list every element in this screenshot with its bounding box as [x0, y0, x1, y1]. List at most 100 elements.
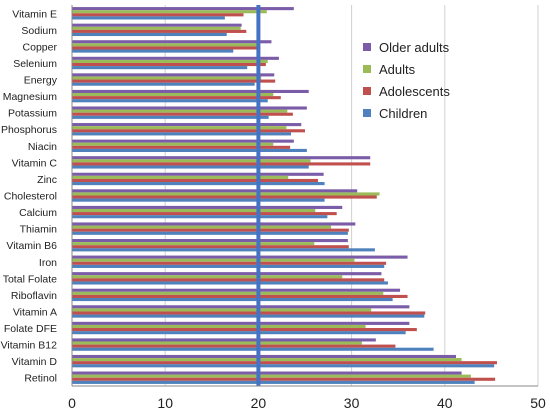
- bar-adolescents-iron: [72, 261, 387, 265]
- bar-children-vitamin-a: [72, 314, 425, 318]
- bar-older-adults-retinol: [72, 371, 462, 375]
- bar-older-adults-sodium: [72, 23, 242, 27]
- bar-adolescents-total-folate: [72, 278, 385, 282]
- category-label-niacin: Niacin: [28, 141, 57, 153]
- bar-older-adults-calcium: [72, 205, 343, 209]
- bar-children-iron: [72, 264, 385, 268]
- bar-adolescents-selenium: [72, 62, 266, 67]
- bars: [72, 7, 497, 384]
- category-label-potassium: Potassium: [8, 108, 57, 120]
- category-label-zinc: Zinc: [37, 174, 57, 186]
- bar-adults-phosphorus: [72, 126, 287, 130]
- bar-children-retinol: [72, 380, 475, 384]
- bar-adolescents-sodium: [72, 29, 247, 33]
- bar-adults-iron: [72, 258, 355, 262]
- bar-older-adults-vitamin-e: [72, 7, 294, 11]
- category-label-vitamin-b6: Vitamin B6: [6, 240, 57, 252]
- category-label-vitamin-c: Vitamin C: [12, 157, 58, 169]
- bar-adolescents-calcium: [72, 212, 337, 216]
- bar-children-potassium: [72, 115, 269, 119]
- bar-adolescents-zinc: [72, 178, 319, 183]
- bar-children-phosphorus: [72, 132, 292, 136]
- bar-older-adults-selenium: [72, 56, 279, 60]
- bar-children-energy: [72, 82, 255, 86]
- bar-older-adults-potassium: [72, 106, 307, 110]
- bar-older-adults-total-folate: [72, 272, 382, 276]
- bar-older-adults-vitamin-b12: [72, 338, 376, 342]
- category-label-folate-dfe: Folate DFE: [4, 323, 57, 335]
- category-label-copper: Copper: [23, 41, 58, 53]
- x-tick-label: 20: [251, 395, 267, 411]
- bar-adolescents-vitamin-a: [72, 311, 426, 315]
- bar-adults-vitamin-c: [72, 159, 311, 163]
- category-label-thiamin: Thiamin: [20, 224, 58, 236]
- bar-adults-energy: [72, 76, 262, 80]
- bar-adolescents-vitamin-b12: [72, 344, 396, 348]
- category-label-iron: Iron: [39, 257, 57, 269]
- category-label-retinol: Retinol: [24, 373, 57, 385]
- legend-swatch-adolescents: [363, 87, 371, 95]
- axes: [71, 5, 538, 387]
- bar-children-vitamin-d: [72, 364, 495, 368]
- bar-adults-vitamin-d: [72, 358, 462, 362]
- bar-adults-sodium: [72, 26, 241, 30]
- bar-adolescents-thiamin: [72, 228, 349, 232]
- legend-item-older-adults: Older adults: [363, 36, 450, 58]
- bar-adults-potassium: [72, 109, 288, 113]
- category-label-sodium: Sodium: [21, 25, 57, 37]
- category-label-selenium: Selenium: [13, 58, 57, 70]
- bar-older-adults-vitamin-d: [72, 354, 456, 359]
- bar-older-adults-cholesterol: [72, 189, 358, 193]
- bar-adolescents-niacin: [72, 145, 291, 149]
- bar-adolescents-folate-dfe: [72, 328, 417, 332]
- bar-older-adults-energy: [72, 73, 275, 77]
- category-label-riboflavin: Riboflavin: [11, 290, 57, 302]
- category-label-phosphorus: Phosphorus: [1, 124, 57, 136]
- bar-adults-retinol: [72, 374, 471, 378]
- bar-adolescents-retinol: [72, 377, 496, 381]
- bar-children-copper: [72, 49, 234, 53]
- legend-item-adults: Adults: [363, 58, 450, 80]
- bar-adults-total-folate: [72, 275, 343, 279]
- bar-adults-copper: [72, 43, 257, 47]
- bar-adolescents-cholesterol: [72, 195, 377, 199]
- category-label-calcium: Calcium: [19, 207, 57, 219]
- category-label-vitamin-d: Vitamin D: [12, 356, 58, 368]
- bar-children-selenium: [72, 66, 248, 70]
- bar-older-adults-iron: [72, 255, 408, 259]
- category-labels: Vitamin E Sodium Copper Selenium Energy Magne…: [1, 8, 58, 384]
- bar-children-riboflavin: [72, 297, 393, 302]
- legend-swatch-older-adults: [363, 43, 371, 51]
- bar-adolescents-phosphorus: [72, 129, 305, 133]
- bar-older-adults-zinc: [72, 172, 324, 176]
- bar-adults-vitamin-b6: [72, 242, 315, 246]
- category-label-vitamin-b12: Vitamin B12: [1, 340, 58, 352]
- bar-adults-cholesterol: [72, 192, 380, 196]
- bar-children-total-folate: [72, 281, 388, 285]
- legend-label-adolescents: Adolescents: [379, 83, 450, 99]
- bar-older-adults-niacin: [72, 139, 294, 143]
- x-tick-label: 50: [530, 395, 546, 411]
- bar-adults-folate-dfe: [72, 324, 366, 329]
- x-tick-label: 10: [157, 395, 173, 411]
- bar-adolescents-copper: [72, 46, 261, 50]
- bar-adults-selenium: [72, 59, 268, 63]
- bar-older-adults-folate-dfe: [72, 321, 410, 325]
- legend-item-children: Children: [363, 102, 450, 124]
- x-tick-label: 30: [344, 395, 360, 411]
- bar-adults-zinc: [72, 175, 289, 179]
- legend-label-adults: Adults: [379, 61, 416, 77]
- bar-children-thiamin: [72, 231, 348, 235]
- bar-adolescents-riboflavin: [72, 294, 408, 298]
- bar-adolescents-magnesium: [72, 96, 281, 100]
- bar-children-sodium: [72, 32, 227, 37]
- bar-adults-vitamin-b12: [72, 341, 362, 345]
- bar-adolescents-energy: [72, 79, 276, 83]
- category-label-magnesium: Magnesium: [3, 91, 58, 103]
- legend-swatch-adults: [363, 65, 371, 73]
- bar-children-vitamin-e: [72, 16, 225, 20]
- category-label-vitamin-e: Vitamin E: [12, 8, 57, 20]
- bar-adults-riboflavin: [72, 291, 384, 295]
- bar-older-adults-magnesium: [72, 89, 309, 94]
- bar-older-adults-vitamin-b6: [72, 239, 348, 243]
